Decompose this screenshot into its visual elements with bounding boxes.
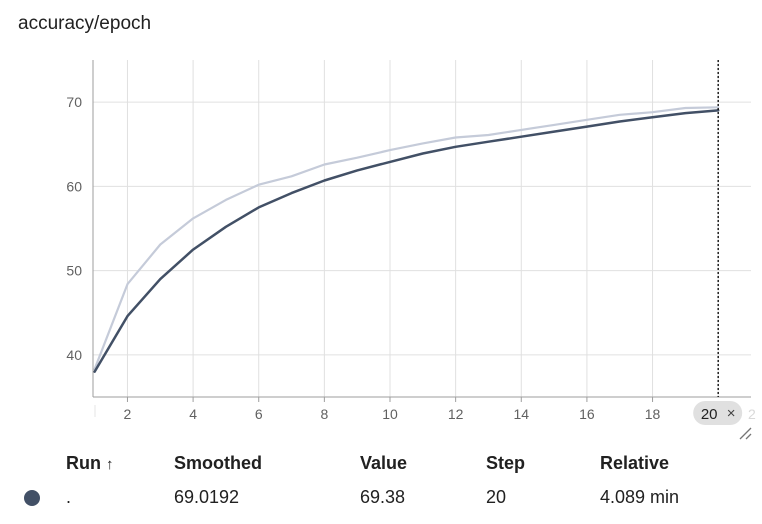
runs-table: Run ↑ Smoothed Value Step Relative . 69.0…	[0, 446, 760, 514]
line-chart[interactable]: 40 50 60 70 2 4 6 8 10 12 14 16 18 2 20 ×	[0, 0, 762, 440]
step-value: 20	[486, 480, 600, 514]
y-tick-label: 40	[66, 347, 82, 363]
series-line-smoothed	[95, 110, 719, 371]
run-header-label: Run	[66, 453, 101, 473]
resize-handle-icon[interactable]	[740, 428, 751, 439]
y-tick-label: 60	[66, 178, 82, 194]
y-tick-label: 70	[66, 94, 82, 110]
color-column-header	[0, 446, 66, 480]
runs-table-header: Run ↑ Smoothed Value Step Relative	[0, 446, 760, 480]
x-tick-label-partial: 2	[748, 406, 756, 422]
chart-canvas[interactable]: 40 50 60 70 2 4 6 8 10 12 14 16 18 2 20 ×	[0, 0, 762, 440]
raw-value: 69.38	[360, 480, 486, 514]
step-column-header[interactable]: Step	[486, 446, 600, 480]
close-icon[interactable]: ×	[727, 405, 736, 422]
x-tick-label: 12	[448, 406, 464, 422]
run-column-header[interactable]: Run ↑	[66, 446, 174, 480]
x-tick-label: 18	[645, 406, 661, 422]
relative-time: 4.089 min	[600, 480, 760, 514]
x-tick-label: 10	[382, 406, 398, 422]
y-tick-label: 50	[66, 263, 82, 279]
x-tick-label: 8	[320, 406, 328, 422]
x-tick-label: 16	[579, 406, 595, 422]
x-tick-label: 4	[189, 406, 197, 422]
smoothed-column-header[interactable]: Smoothed	[174, 446, 360, 480]
run-color-dot	[24, 490, 40, 506]
relative-column-header[interactable]: Relative	[600, 446, 760, 480]
smoothed-value: 69.0192	[174, 480, 360, 514]
series-line-raw	[95, 107, 719, 369]
sort-ascending-icon: ↑	[106, 456, 114, 473]
table-row: . 69.0192 69.38 20 4.089 min	[0, 480, 760, 514]
x-tick-label: 6	[255, 406, 263, 422]
value-column-header[interactable]: Value	[360, 446, 486, 480]
x-tick-label: 2	[124, 406, 132, 422]
run-name: .	[66, 480, 174, 514]
hover-step-label: 20	[701, 406, 718, 423]
x-tick-label: 14	[513, 406, 529, 422]
